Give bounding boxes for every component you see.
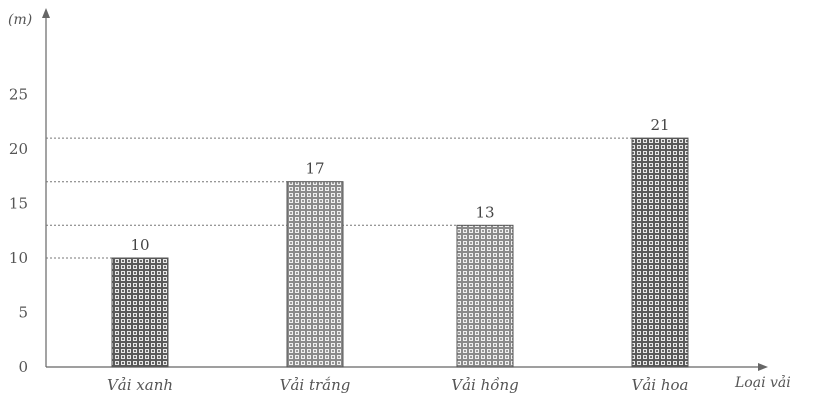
x-tick-label: Vải trắng (280, 376, 351, 394)
x-tick-label: Vải hồng (451, 376, 518, 394)
x-tick-label: Vải hoa (632, 376, 689, 394)
bar (456, 224, 514, 368)
y-tick-label: 5 (18, 304, 28, 322)
bar-value-label: 13 (475, 203, 494, 221)
y-axis-arrow (42, 8, 50, 18)
guide-lines (46, 137, 632, 259)
x-axis-label: Loại vải (734, 374, 791, 391)
y-axis-label: (m) (8, 12, 32, 28)
bar (286, 181, 344, 368)
bar-value-label: 17 (305, 160, 324, 178)
bar (631, 137, 689, 368)
y-ticks: 0 5 10 15 20 25 (9, 86, 28, 377)
y-tick-label: 0 (18, 358, 28, 376)
value-labels: 10 17 13 21 (130, 116, 669, 254)
bar-value-label: 10 (130, 236, 149, 254)
y-tick-label: 20 (9, 140, 28, 158)
bars (111, 137, 689, 368)
bar (111, 257, 169, 368)
bar-value-label: 21 (650, 116, 669, 134)
y-tick-label: 25 (9, 86, 28, 104)
y-tick-label: 10 (9, 249, 28, 267)
category-labels: Vải xanh Vải trắng Vải hồng Vải hoa (107, 376, 689, 394)
x-axis-arrow (758, 363, 768, 371)
x-tick-label: Vải xanh (107, 376, 173, 394)
y-tick-label: 15 (9, 195, 28, 213)
